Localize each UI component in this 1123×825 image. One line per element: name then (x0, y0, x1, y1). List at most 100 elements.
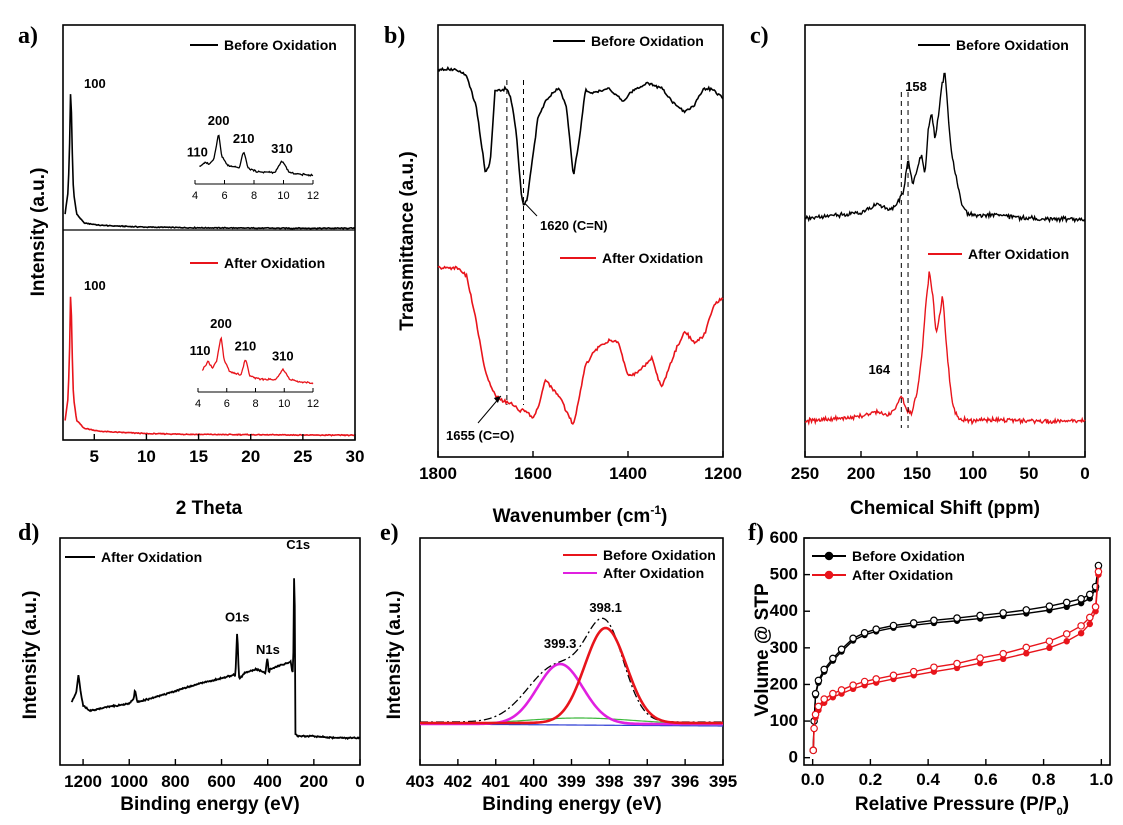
inset-tick-label: 8 (251, 190, 257, 202)
desorption-point (1085, 613, 1094, 622)
desorption-point (889, 621, 898, 630)
x-tick-label: 200 (300, 772, 328, 791)
desorption-point (1094, 567, 1103, 576)
desorption-point (810, 724, 818, 733)
series-line (64, 94, 356, 230)
series-line (437, 66, 724, 206)
desorption-point (909, 667, 918, 676)
legend-entry: After Oxidation (603, 565, 704, 581)
y-tick-label: 200 (770, 674, 798, 693)
desorption-point (811, 689, 820, 698)
desorption-point (953, 614, 961, 622)
panel-b: b) 1620 (C=N) 1655 (C=O) Before Oxidation Af… (384, 23, 742, 527)
x-tick-label: 403 (406, 772, 434, 791)
panel-label: f) (748, 520, 764, 546)
legend-entry: Before Oxidation (852, 548, 965, 564)
legend-entry: Before Oxidation (603, 547, 716, 563)
peak-label: 100 (84, 76, 106, 91)
annotation-label: 1620 (C=N) (540, 218, 608, 233)
inset-tick-label: 6 (221, 190, 227, 202)
desorption-point (860, 677, 869, 686)
series-line (64, 296, 356, 437)
x-axis-title: Chemical Shift (ppm) (850, 498, 1040, 519)
desorption-point (811, 710, 820, 719)
panel-a: a) 100 100 Before Oxidation After Oxidation 4… (18, 23, 364, 519)
adsorption-point (976, 660, 984, 667)
y-axis-title: Intensity (a.u.) (384, 591, 405, 720)
desorption-point (999, 609, 1007, 617)
x-tick-label: 100 (959, 464, 987, 483)
desorption-point (860, 629, 869, 637)
series-line (804, 72, 1086, 224)
adsorption-point (1077, 629, 1085, 637)
x-axis-title: Binding energy (eV) (482, 794, 661, 815)
series-line (70, 578, 361, 741)
inset-tick-label: 12 (307, 398, 319, 410)
desorption-point (837, 686, 846, 694)
plot-frame (59, 537, 361, 766)
x-tick-label: 0 (1080, 464, 1089, 483)
desorption-point (953, 659, 961, 668)
x-tick-label: 0.6 (974, 770, 998, 789)
inset-tick-label: 10 (277, 190, 289, 202)
x-tick-label: 50 (1020, 464, 1039, 483)
legend-entry: After Oxidation (101, 549, 202, 565)
y-tick-label: 100 (770, 711, 798, 730)
peak-label: 310 (272, 349, 294, 364)
desorption-point (1062, 630, 1071, 638)
x-tick-label: 250 (791, 464, 819, 483)
annotation-arrowhead (493, 396, 501, 403)
desorption-point (849, 634, 857, 643)
annotation-label: 399.3 (544, 636, 577, 651)
x-tick-label: 401 (482, 772, 510, 791)
series-line (420, 662, 723, 726)
legend-entry: After Oxidation (224, 255, 325, 271)
desorption-point (872, 675, 880, 683)
x-tick-label: 396 (671, 772, 699, 791)
y-tick-label: 500 (770, 565, 798, 584)
desorption-point (1085, 590, 1094, 599)
x-tick-label: 397 (633, 772, 661, 791)
desorption-point (820, 695, 829, 703)
x-tick-label: 25 (293, 447, 312, 466)
x-tick-label: 10 (137, 447, 156, 466)
desorption-point (1077, 622, 1085, 630)
desorption-point (1022, 606, 1031, 614)
series-line (437, 265, 724, 426)
x-tick-label: 399 (557, 772, 585, 791)
annotation-label: 1655 (C=O) (446, 428, 514, 443)
desorption-point (930, 616, 938, 625)
desorption-point (909, 619, 918, 627)
legend-entry: Before Oxidation (591, 33, 704, 49)
panel-label: e) (380, 520, 399, 546)
desorption-point (930, 663, 938, 672)
x-tick-label: 1000 (110, 772, 148, 791)
x-tick-label: 395 (709, 772, 737, 791)
y-axis-title: Intensity (a.u.) (20, 591, 41, 720)
inset-tick-label: 12 (307, 190, 319, 202)
x-tick-label: 1800 (419, 464, 457, 483)
x-axis-title: Relative Pressure (P/P0) (855, 794, 1069, 818)
x-tick-label: 1200 (704, 464, 742, 483)
desorption-point (829, 654, 837, 663)
desorption-point (809, 746, 818, 755)
x-tick-label: 600 (207, 772, 235, 791)
x-tick-label: 800 (161, 772, 189, 791)
x-tick-label: 30 (346, 447, 365, 466)
panel-f: f) Before Oxidation After Oxidation 0.0 0.2 0… (748, 520, 1113, 818)
x-tick-label: 15 (189, 447, 208, 466)
desorption-point (814, 676, 823, 685)
plot-frame (804, 24, 1086, 458)
peak-label: 200 (208, 113, 230, 128)
inset-tick-label: 8 (252, 398, 258, 410)
annotation-label: 164 (868, 362, 890, 377)
desorption-point (976, 654, 984, 662)
desorption-point (1045, 602, 1054, 610)
x-axis-title-superscript: -1 (650, 503, 661, 517)
x-tick-label: 0 (355, 772, 364, 791)
series-line (812, 565, 1100, 751)
x-tick-label: 0.8 (1032, 770, 1056, 789)
